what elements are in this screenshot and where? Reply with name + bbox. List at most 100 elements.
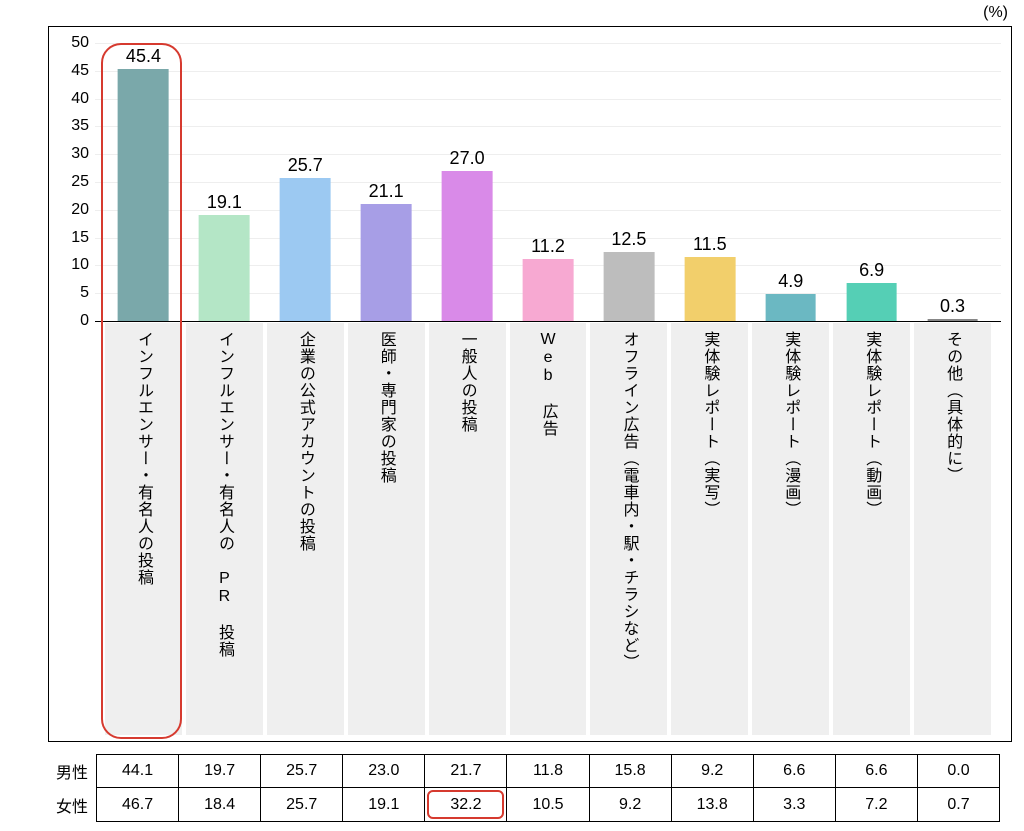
bar-column: 45.4: [105, 43, 182, 321]
table-cell: 32.2: [425, 788, 507, 822]
table-cell-value: 15.8: [615, 762, 646, 780]
bar: 4.9: [765, 294, 816, 321]
bar-column: 19.1: [186, 43, 263, 321]
category-label-column: Web 広告: [510, 323, 587, 735]
chart-box: 0510152025303540455045.419.125.721.127.0…: [48, 26, 1012, 742]
table-row: 男性 44.1 19.7 25.7 23.0 21.7 11.8 15.8 9.2 6.6 6.6 0…: [44, 754, 1000, 788]
table-cell: 6.6: [836, 754, 918, 788]
category-label: 実体験レポート（動画）: [862, 331, 881, 723]
gridline: [95, 321, 1001, 322]
category-label: インフルエンサー・有名人の投稿: [134, 331, 153, 723]
bar-value-label: 11.5: [693, 234, 727, 257]
bar: 21.1: [361, 204, 412, 321]
bar-value-label: 0.3: [940, 296, 965, 319]
table-cell: 9.2: [672, 754, 754, 788]
y-tick-label: 10: [71, 256, 95, 274]
bar-column: 21.1: [348, 43, 425, 321]
table-cell: 3.3: [754, 788, 836, 822]
category-label: 一般人の投稿: [457, 331, 476, 723]
category-label: 実体験レポート（実写）: [700, 331, 719, 723]
bar-column: 11.5: [671, 43, 748, 321]
table-cell: 44.1: [96, 754, 179, 788]
y-tick-label: 20: [71, 201, 95, 219]
category-label-column: 一般人の投稿: [429, 323, 506, 735]
bar-value-label: 27.0: [450, 148, 485, 171]
y-tick-label: 45: [71, 62, 95, 80]
bar: 11.5: [684, 257, 735, 321]
table-cell-value: 3.3: [783, 796, 805, 814]
row-cells: 46.718.425.719.132.210.59.213.83.37.20.7: [96, 788, 1000, 822]
table-cell: 0.7: [918, 788, 1000, 822]
table-cell-value: 7.2: [865, 796, 887, 814]
table-cell: 18.4: [179, 788, 261, 822]
y-tick-label: 15: [71, 229, 95, 247]
table-cell: 25.7: [261, 788, 343, 822]
category-label-column: その他（具体的に）: [914, 323, 991, 735]
category-label-column: インフルエンサー・有名人の PR 投稿: [186, 323, 263, 735]
table-cell-value: 25.7: [286, 762, 317, 780]
table-cell-value: 13.8: [697, 796, 728, 814]
y-tick-label: 35: [71, 117, 95, 135]
table-cell: 25.7: [261, 754, 343, 788]
category-label: 医師・専門家の投稿: [377, 331, 396, 723]
table-cell: 7.2: [836, 788, 918, 822]
table-cell: 19.7: [179, 754, 261, 788]
category-label: インフルエンサー・有名人の PR 投稿: [215, 331, 234, 723]
table-cell-value: 10.5: [532, 796, 563, 814]
unit-label: (%): [983, 4, 1008, 22]
table-cell-value: 6.6: [783, 762, 805, 780]
table-cell-value: 6.6: [865, 762, 887, 780]
table-cell-value: 32.2: [450, 796, 481, 814]
bar-column: 4.9: [752, 43, 829, 321]
row-header: 女性: [44, 788, 96, 822]
bar: 12.5: [604, 252, 655, 322]
table-cell-value: 9.2: [701, 762, 723, 780]
table-cell-value: 46.7: [122, 796, 153, 814]
table-cell-value: 44.1: [122, 762, 153, 780]
row-header: 男性: [44, 754, 96, 788]
table-cell: 46.7: [96, 788, 179, 822]
table-cell: 15.8: [590, 754, 672, 788]
y-tick-label: 30: [71, 145, 95, 163]
plot-area: 0510152025303540455045.419.125.721.127.0…: [95, 43, 1001, 321]
bar: 45.4: [118, 69, 169, 321]
bar: 27.0: [442, 171, 493, 321]
bars-row: 45.4 19.1 25.7 21.1 27.0 11.2 12.5 11.5 4.9 6.9 0.…: [95, 43, 1001, 321]
y-tick-label: 25: [71, 173, 95, 191]
bar-column: 6.9: [833, 43, 910, 321]
category-label-column: 企業の公式アカウントの投稿: [267, 323, 344, 735]
bar-value-label: 12.5: [611, 229, 646, 252]
bar: 6.9: [846, 283, 897, 321]
bar: 19.1: [199, 215, 250, 321]
bar-value-label: 25.7: [288, 155, 323, 178]
table-cell: 10.5: [507, 788, 589, 822]
bar-column: 11.2: [510, 43, 587, 321]
bar-column: 27.0: [429, 43, 506, 321]
table-cell-value: 23.0: [368, 762, 399, 780]
category-labels-row: インフルエンサー・有名人の投稿 インフルエンサー・有名人の PR 投稿 企業の公式ア…: [95, 323, 1001, 735]
table-cell: 19.1: [343, 788, 425, 822]
category-label-column: インフルエンサー・有名人の投稿: [105, 323, 182, 735]
category-label: 企業の公式アカウントの投稿: [296, 331, 315, 723]
bar-column: 12.5: [590, 43, 667, 321]
table-cell: 13.8: [672, 788, 754, 822]
table-cell-value: 21.7: [450, 762, 481, 780]
table-cell-value: 0.7: [947, 796, 969, 814]
table-cell-value: 19.1: [368, 796, 399, 814]
category-label-column: 実体験レポート（漫画）: [752, 323, 829, 735]
category-label: Web 広告: [538, 331, 557, 723]
table-cell: 11.8: [507, 754, 589, 788]
table-cell-value: 11.8: [533, 762, 563, 780]
table-cell: 23.0: [343, 754, 425, 788]
table-row: 女性46.718.425.719.132.210.59.213.83.37.20…: [44, 788, 1000, 822]
bar-value-label: 11.2: [531, 236, 565, 259]
table-cell-value: 19.7: [204, 762, 235, 780]
bar: 0.3: [927, 319, 978, 321]
y-tick-label: 0: [80, 312, 95, 330]
bar: 25.7: [280, 178, 331, 321]
table-cell: 0.0: [918, 754, 1000, 788]
bar-value-label: 21.1: [369, 181, 404, 204]
bar-column: 25.7: [267, 43, 344, 321]
table-cell-value: 0.0: [947, 762, 969, 780]
table-cell: 6.6: [754, 754, 836, 788]
